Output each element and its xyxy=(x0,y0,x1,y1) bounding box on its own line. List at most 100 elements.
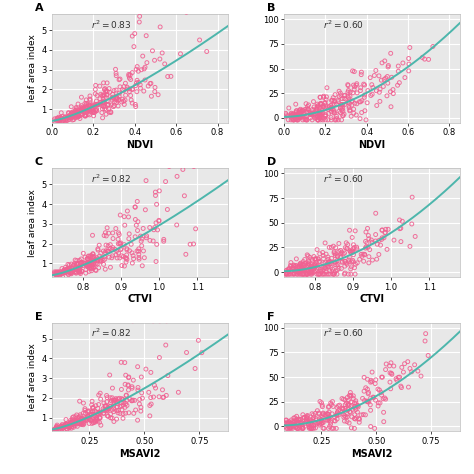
Point xyxy=(399,59,407,67)
Point xyxy=(59,422,67,430)
Point xyxy=(91,412,99,420)
Point xyxy=(97,395,104,403)
Point xyxy=(330,425,337,432)
Point xyxy=(362,244,369,252)
Point xyxy=(344,92,352,100)
Point xyxy=(120,100,128,108)
Point xyxy=(292,262,300,269)
Point xyxy=(291,414,299,421)
Point xyxy=(155,187,163,195)
Point xyxy=(87,102,94,109)
Point xyxy=(307,419,315,427)
Point xyxy=(78,105,86,112)
Point xyxy=(326,257,334,265)
Point xyxy=(102,87,109,94)
Point xyxy=(195,337,202,344)
Point xyxy=(361,397,368,404)
Point xyxy=(345,87,352,94)
Point xyxy=(105,254,113,261)
Point xyxy=(59,269,67,277)
Point xyxy=(74,111,82,118)
Point xyxy=(414,367,422,375)
Point xyxy=(335,411,343,419)
Point xyxy=(325,263,332,270)
Point xyxy=(409,193,416,201)
Point xyxy=(77,260,84,267)
Point xyxy=(87,253,94,260)
Point xyxy=(372,67,380,74)
Point xyxy=(380,234,388,242)
Point xyxy=(315,103,323,111)
Point xyxy=(115,231,123,238)
Point xyxy=(290,110,298,118)
Point xyxy=(312,113,319,121)
Point xyxy=(328,258,335,266)
Point xyxy=(341,417,348,425)
Point xyxy=(84,259,92,266)
Point xyxy=(102,232,110,240)
Point xyxy=(89,250,97,258)
Point xyxy=(70,420,77,428)
Point xyxy=(132,82,139,90)
Point xyxy=(308,110,315,118)
Point xyxy=(302,112,310,119)
Point xyxy=(347,270,355,278)
Point xyxy=(73,411,81,419)
Point xyxy=(89,257,97,265)
Point xyxy=(88,267,95,274)
Point xyxy=(128,240,135,248)
Point xyxy=(76,261,84,268)
Point xyxy=(95,264,102,272)
Point xyxy=(369,393,377,401)
Point xyxy=(321,264,328,271)
Point xyxy=(151,382,158,389)
Point xyxy=(53,424,60,431)
Point xyxy=(103,88,111,95)
Point xyxy=(122,91,129,99)
Point xyxy=(310,421,318,429)
Point xyxy=(320,260,328,267)
Point xyxy=(365,253,373,261)
Point xyxy=(302,270,310,278)
Point xyxy=(285,265,292,273)
Point xyxy=(151,83,159,91)
Point xyxy=(118,396,126,403)
Point xyxy=(131,30,138,37)
Point xyxy=(323,84,331,91)
Point xyxy=(301,113,309,121)
Point xyxy=(288,111,296,119)
Point xyxy=(297,420,305,428)
Point xyxy=(293,116,301,124)
Point xyxy=(128,383,136,391)
Point xyxy=(311,262,319,270)
Point xyxy=(74,100,82,108)
Point xyxy=(327,413,334,421)
Point xyxy=(69,420,77,428)
Point xyxy=(341,249,348,257)
Point xyxy=(85,256,93,264)
Point xyxy=(90,260,97,268)
Point xyxy=(97,99,105,106)
Point xyxy=(298,263,305,270)
Point xyxy=(308,269,316,276)
Point xyxy=(69,416,77,424)
Point xyxy=(66,420,73,428)
Point xyxy=(307,268,315,275)
Point xyxy=(130,255,137,263)
Point xyxy=(310,268,318,276)
Point xyxy=(378,236,385,243)
Point xyxy=(133,76,141,84)
Point xyxy=(97,410,104,417)
Point xyxy=(124,85,132,93)
Point xyxy=(301,106,309,113)
Point xyxy=(117,239,125,246)
Point xyxy=(74,260,82,267)
Point xyxy=(300,424,307,432)
Point xyxy=(93,91,101,99)
Point xyxy=(319,252,327,259)
Point xyxy=(310,425,317,432)
Point xyxy=(293,112,301,120)
Point xyxy=(81,253,89,261)
Point xyxy=(155,217,163,225)
Point xyxy=(56,268,64,276)
